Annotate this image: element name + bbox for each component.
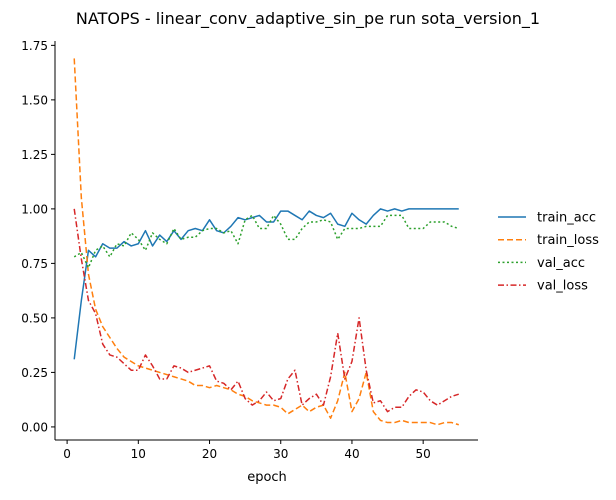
y-tick-label: 1.00 — [21, 202, 48, 216]
x-tick-label: 50 — [416, 447, 431, 461]
y-tick-label: 0.00 — [21, 420, 48, 434]
y-tick-label: 1.25 — [21, 148, 48, 162]
series-line-train-loss — [73, 58, 459, 426]
series-line-val-acc — [73, 214, 459, 269]
legend-label-train-acc: train_acc — [537, 211, 596, 226]
x-tick-label: 40 — [344, 447, 359, 461]
y-tick-label: 1.50 — [21, 93, 48, 107]
x-tick-label: 0 — [63, 447, 71, 461]
series-line-val-loss — [73, 208, 459, 413]
x-tick-label: 10 — [131, 447, 146, 461]
x-tick-label: 30 — [273, 447, 288, 461]
series-line-train-acc — [73, 208, 459, 360]
legend-label-val-acc: val_acc — [537, 256, 585, 271]
y-tick-label: 0.75 — [21, 257, 48, 271]
y-tick-label: 1.75 — [21, 39, 48, 53]
y-tick-label: 0.25 — [21, 366, 48, 380]
y-tick-label: 0.50 — [21, 311, 48, 325]
legend-label-train-loss: train_loss — [537, 233, 599, 248]
legend-label-val-loss: val_loss — [537, 279, 588, 294]
legend: train_acc train_loss val_acc val_loss — [498, 211, 599, 294]
y-ticks: 0.00 0.25 0.50 0.75 1.00 1.25 1.50 1.75 — [21, 39, 55, 434]
x-ticks: 0 10 20 30 40 50 — [63, 440, 431, 461]
plot-lines — [73, 58, 459, 426]
chart-title: NATOPS - linear_conv_adaptive_sin_pe run… — [76, 9, 540, 29]
x-tick-label: 20 — [202, 447, 217, 461]
x-axis-label: epoch — [247, 470, 287, 485]
